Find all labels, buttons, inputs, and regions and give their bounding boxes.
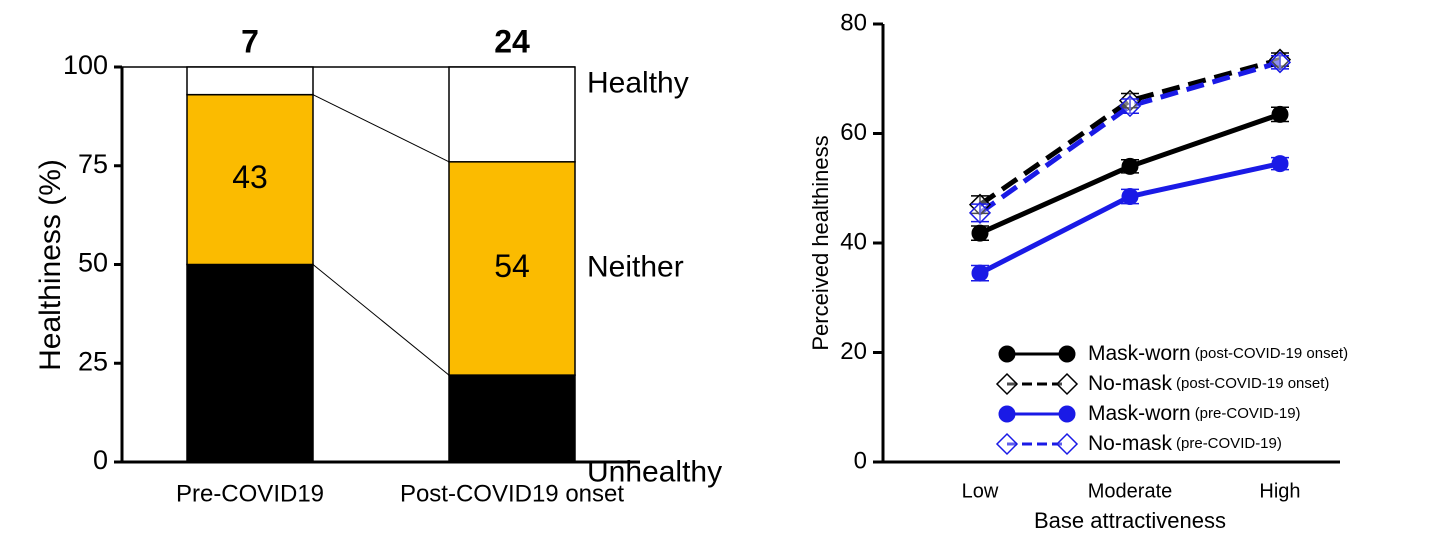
data-label: 7: [241, 23, 259, 59]
data-label: 54: [494, 248, 530, 284]
legend-subname: (post-COVID-19 onset): [1195, 345, 1348, 362]
legend-entry: Mask-worn (post-COVID-19 onset): [1088, 342, 1348, 365]
legend-name: Mask-worn: [1088, 402, 1191, 425]
marker: [1271, 105, 1289, 123]
x-tick-label: High: [1259, 480, 1300, 502]
marker: [1058, 405, 1076, 423]
marker: [1268, 51, 1292, 74]
marker: [998, 345, 1016, 363]
y-tick-label: 100: [63, 50, 108, 80]
x-tick-label: Pre-COVID19: [176, 480, 324, 507]
legend-subname: (pre-COVID-19): [1176, 435, 1282, 452]
y-tick-label: 0: [854, 447, 867, 474]
bar-segment: [448, 161, 576, 376]
marker: [995, 372, 1019, 396]
legend-name: No-mask: [1088, 372, 1173, 395]
data-label: 43: [232, 159, 268, 195]
marker: [971, 264, 989, 282]
marker: [968, 201, 992, 224]
y-tick-label: 40: [840, 228, 867, 255]
series-label: Healthy: [587, 66, 689, 99]
marker: [1121, 187, 1139, 205]
x-axis-title: Base attractiveness: [1034, 508, 1226, 533]
legend-name: Mask-worn: [1088, 342, 1191, 365]
error-bar: [1121, 98, 1139, 114]
legend-entry: Mask-worn (pre-COVID-19): [1088, 402, 1301, 425]
bar-segment: [448, 66, 576, 163]
connector: [312, 94, 450, 163]
legend-subname: (post-COVID-19 onset): [1176, 375, 1329, 392]
y-tick-label: 50: [78, 248, 108, 278]
marker: [1118, 95, 1142, 118]
legend-subname: (pre-COVID-19): [1195, 405, 1301, 422]
marker: [995, 432, 1019, 456]
marker: [1121, 157, 1139, 175]
series-label: Neither: [587, 250, 684, 283]
error-bar: [971, 203, 989, 223]
legend-name: No-mask: [1088, 432, 1173, 455]
series-line: [978, 57, 1281, 207]
bar-segment: [186, 93, 314, 266]
y-tick-label: 20: [840, 338, 867, 365]
marker: [1055, 432, 1079, 456]
series-line: [978, 59, 1281, 215]
data-label: 24: [494, 23, 530, 59]
y-axis-title: Healthiness (%): [34, 159, 67, 371]
data-label: 50: [232, 343, 268, 379]
data-label: 22: [494, 398, 530, 434]
y-tick-label: 0: [93, 445, 108, 475]
y-axis-title: Perceived healthiness: [808, 135, 833, 350]
legend-entry: No-mask (pre-COVID-19): [1088, 432, 1282, 455]
marker: [1058, 345, 1076, 363]
x-tick-label: Moderate: [1088, 480, 1173, 502]
y-tick-label: 75: [78, 149, 108, 179]
bar-segment: [448, 374, 576, 463]
connector: [312, 264, 450, 376]
x-tick-label: Low: [962, 480, 999, 502]
y-tick-label: 60: [840, 119, 867, 146]
y-tick-label: 25: [78, 346, 108, 376]
x-tick-label: Post-COVID19 onset: [400, 480, 624, 507]
marker: [971, 224, 989, 242]
marker: [998, 405, 1016, 423]
series-label: Unhealthy: [587, 455, 722, 488]
bar-segment: [186, 263, 314, 463]
bar-segment: [186, 66, 314, 96]
error-bar: [1271, 55, 1289, 70]
marker: [1055, 372, 1079, 396]
legend-entry: No-mask (post-COVID-19 onset): [1088, 372, 1329, 395]
y-tick-label: 80: [840, 9, 867, 36]
marker: [1271, 155, 1289, 173]
